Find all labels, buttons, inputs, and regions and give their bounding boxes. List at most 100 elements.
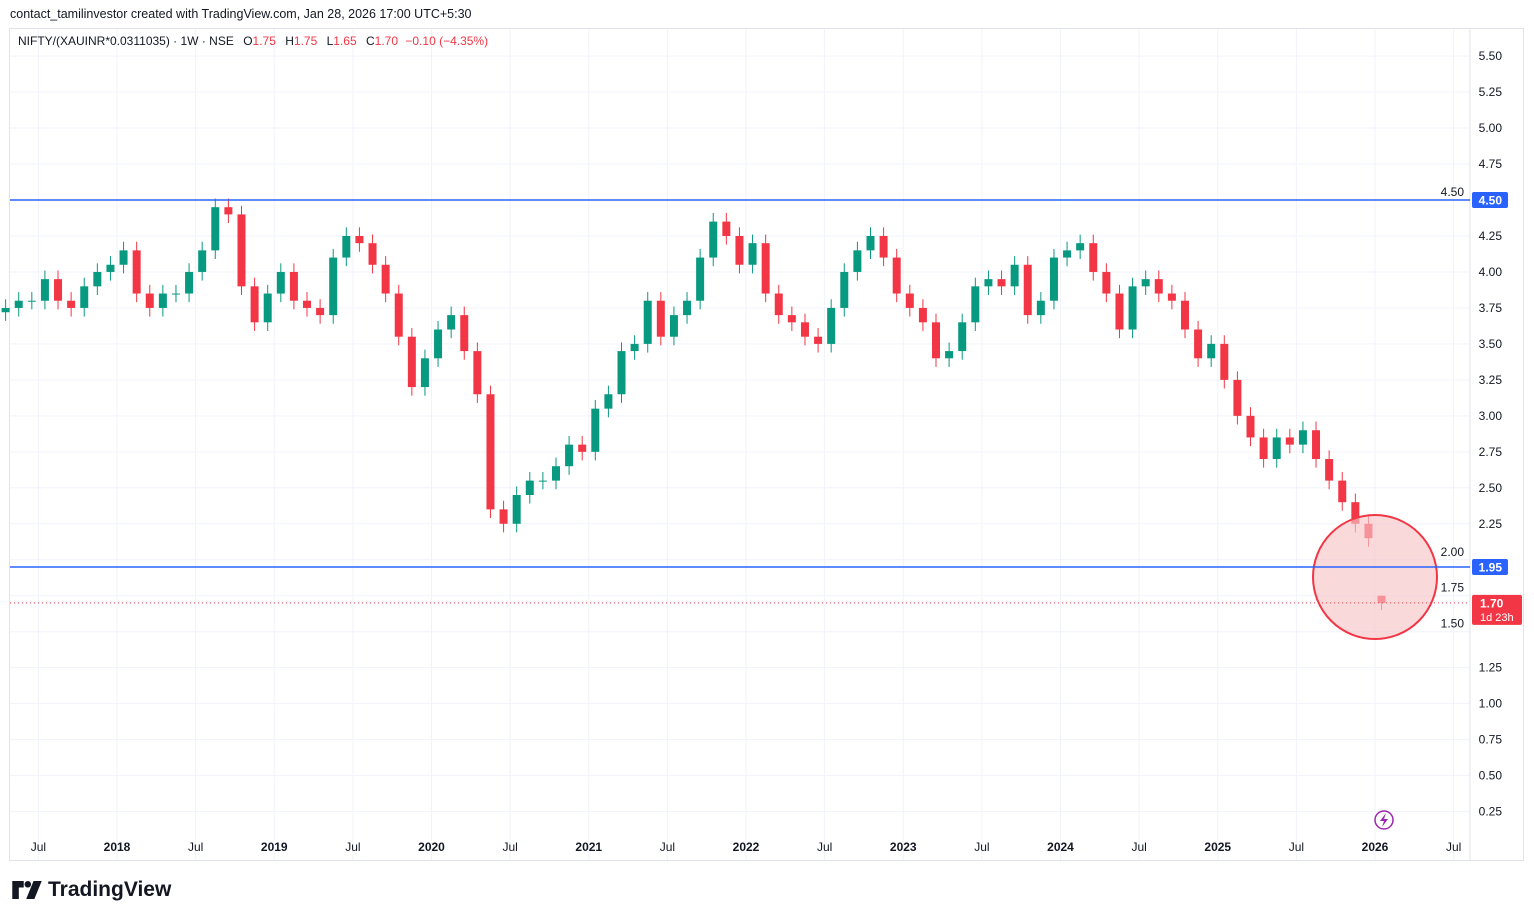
candle-up — [420, 358, 429, 388]
candle-up — [1298, 430, 1307, 445]
time-tick-label: 2024 — [1047, 840, 1074, 854]
price-tick-label: 5.50 — [1479, 49, 1503, 63]
open-key: O — [243, 34, 253, 48]
candle-up — [342, 235, 351, 258]
candle-down — [1154, 279, 1163, 294]
time-tick-label: Jul — [1289, 840, 1304, 854]
candle-up — [1076, 243, 1085, 251]
price-tick-label: 2.75 — [1479, 445, 1503, 459]
candle-down — [1338, 480, 1347, 503]
candle-down — [656, 300, 665, 337]
candle-up — [669, 315, 678, 337]
candle-down — [394, 293, 403, 337]
candle-down — [316, 307, 325, 316]
candle-up — [525, 480, 534, 495]
time-tick-label: Jul — [502, 840, 517, 854]
price-tick-label: 2.00 — [1441, 545, 1465, 559]
candle-up — [434, 329, 443, 359]
candle-down — [499, 509, 508, 524]
candle-up — [512, 494, 521, 524]
candle-up — [93, 271, 102, 287]
candle-up — [538, 480, 547, 482]
candle-up — [1207, 343, 1216, 359]
candle-down — [355, 235, 364, 244]
candle-down — [460, 315, 469, 352]
candle-down — [1325, 459, 1334, 481]
candle-up — [866, 235, 875, 251]
candle-down — [1115, 293, 1124, 330]
time-tick-label: Jul — [345, 840, 360, 854]
price-tick-label: 1.75 — [1441, 581, 1465, 595]
price-tick-label: 1.00 — [1479, 697, 1503, 711]
candle-down — [67, 300, 76, 308]
candle-up — [709, 221, 718, 258]
low-value: 1.65 — [333, 34, 357, 48]
candle-up — [1, 307, 10, 313]
low-key: L — [326, 34, 334, 48]
candle-down — [787, 315, 796, 323]
candle-up — [1063, 250, 1072, 258]
candle-up — [1272, 437, 1281, 460]
time-tick-label: 2018 — [104, 840, 131, 854]
candle-down — [735, 235, 744, 265]
candle-down — [132, 250, 141, 294]
candle-down — [407, 336, 416, 388]
price-tick-label: 3.50 — [1479, 337, 1503, 351]
candle-up — [198, 250, 207, 272]
price-tick-label: 4.50 — [1441, 185, 1465, 199]
time-tick-label: Jul — [974, 840, 989, 854]
open-value: 1.75 — [252, 34, 276, 48]
time-tick-label: 2019 — [261, 840, 288, 854]
candle-down — [224, 207, 233, 215]
close-value: 1.70 — [374, 34, 399, 48]
candle-down — [578, 444, 587, 452]
candle-up — [643, 300, 652, 344]
price-tick-label: 0.25 — [1479, 805, 1503, 819]
candle-down — [1220, 343, 1229, 380]
candle-down — [54, 279, 63, 301]
time-tick-label: 2021 — [575, 840, 602, 854]
time-tick-label: Jul — [1131, 840, 1146, 854]
symbol-label[interactable]: NIFTY/(XAUINR*0.0311035) · 1W · NSE — [18, 34, 234, 48]
time-tick-label: 2023 — [890, 840, 917, 854]
candle-up — [27, 300, 36, 302]
time-tick-label: Jul — [1446, 840, 1461, 854]
candle-down — [1023, 264, 1032, 316]
horizontal-line-price-label: 1.95 — [1479, 560, 1503, 574]
candle-down — [722, 221, 731, 236]
candle-up — [211, 207, 220, 251]
logo-text: TradingView — [48, 878, 172, 901]
candle-up — [171, 293, 180, 295]
candle-down — [473, 351, 482, 395]
tradingview-logo[interactable]: TradingView — [12, 878, 171, 902]
candle-up — [945, 351, 954, 359]
candle-up — [276, 271, 285, 294]
price-tick-label: 4.75 — [1479, 157, 1503, 171]
candle-down — [1351, 502, 1360, 524]
price-tick-label: 4.00 — [1479, 265, 1503, 279]
candle-down — [237, 214, 246, 287]
candle-up — [630, 343, 639, 352]
price-tick-label: 4.25 — [1479, 229, 1503, 243]
highlight-circle — [1312, 514, 1438, 641]
lightning-icon[interactable] — [1374, 810, 1394, 830]
candles — [1, 198, 1386, 611]
lightning-icon-bolt — [1380, 813, 1388, 827]
candle-up — [853, 250, 862, 272]
candle-down — [814, 336, 823, 344]
candle-up — [958, 322, 967, 352]
candle-up — [40, 279, 49, 301]
candle-down — [774, 293, 783, 316]
candle-up — [1010, 264, 1019, 287]
change-value: −0.10 (−4.35%) — [405, 34, 489, 48]
candle-down — [1233, 379, 1242, 416]
horizontal-line-price-badge — [1472, 558, 1508, 575]
lightning-icon-ring — [1374, 810, 1394, 830]
time-tick-label: Jul — [31, 840, 46, 854]
candle-down — [1102, 271, 1111, 294]
candle-down — [892, 257, 901, 294]
candle-down — [1246, 415, 1255, 438]
price-tick-label: 0.50 — [1479, 769, 1503, 783]
candle-up — [683, 300, 692, 316]
